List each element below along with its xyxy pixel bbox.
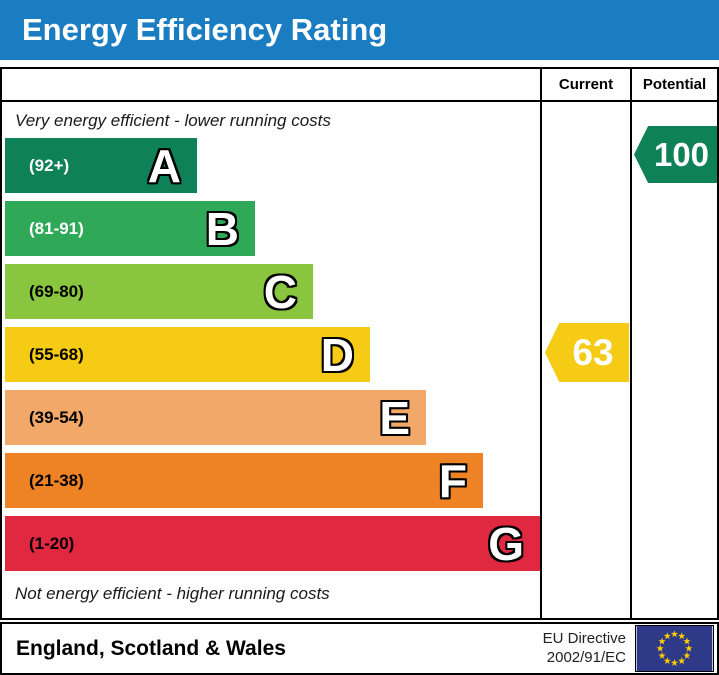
potential-rating-arrow: 100 [634,126,717,183]
potential-column: 100 [630,102,717,618]
footer-bar: England, Scotland & Wales EU Directive 2… [0,622,719,675]
table-header-row: Current Potential [2,69,717,102]
bottom-note: Not energy efficient - higher running co… [15,584,330,603]
band-letter: F [438,454,467,507]
band-row-c: (69-80) C [5,264,313,319]
eu-directive-line1: EU Directive [542,629,626,647]
bands-column: Very energy efficient - lower running co… [2,102,540,618]
table-body: Very energy efficient - lower running co… [2,102,717,618]
band-letter: E [379,391,410,444]
page-title: Energy Efficiency Rating [22,12,388,47]
top-note: Very energy efficient - lower running co… [15,111,331,130]
band-row-g: (1-20) G [5,516,540,571]
current-column-header: Current [540,69,630,100]
energy-rating-table: Current Potential Very energy efficient … [0,67,719,620]
band-letter: G [488,517,524,570]
band-range-label: (55-68) [29,344,84,364]
eu-flag-icon [635,625,714,672]
band-list: (92+) A (81-91) B (69-80) C (55-68) D (3… [2,138,540,571]
current-rating-arrow: 63 [545,323,629,382]
band-row-e: (39-54) E [5,390,426,445]
band-range-label: (92+) [29,155,70,175]
band-letter: D [320,328,354,381]
band-row-d: (55-68) D [5,327,370,382]
band-range-label: (1-20) [29,533,75,553]
band-range-label: (39-54) [29,407,84,427]
eu-directive-line2: 2002/91/EC [546,648,626,666]
band-range-label: (21-38) [29,470,84,490]
band-row-b: (81-91) B [5,201,255,256]
potential-column-header: Potential [630,69,717,100]
band-row-f: (21-38) F [5,453,483,508]
title-bar: Energy Efficiency Rating [0,0,719,60]
band-letter: A [147,139,181,192]
header-spacer-cell [2,69,540,100]
band-letter: B [205,202,239,255]
band-range-label: (81-91) [29,218,84,238]
eu-directive-text: EU Directive 2002/91/EC [543,630,626,668]
band-range-label: (69-80) [29,281,84,301]
current-column: 63 [540,102,630,618]
band-letter: C [263,265,297,318]
region-label: England, Scotland & Wales [16,636,286,660]
band-row-a: (92+) A [5,138,197,193]
